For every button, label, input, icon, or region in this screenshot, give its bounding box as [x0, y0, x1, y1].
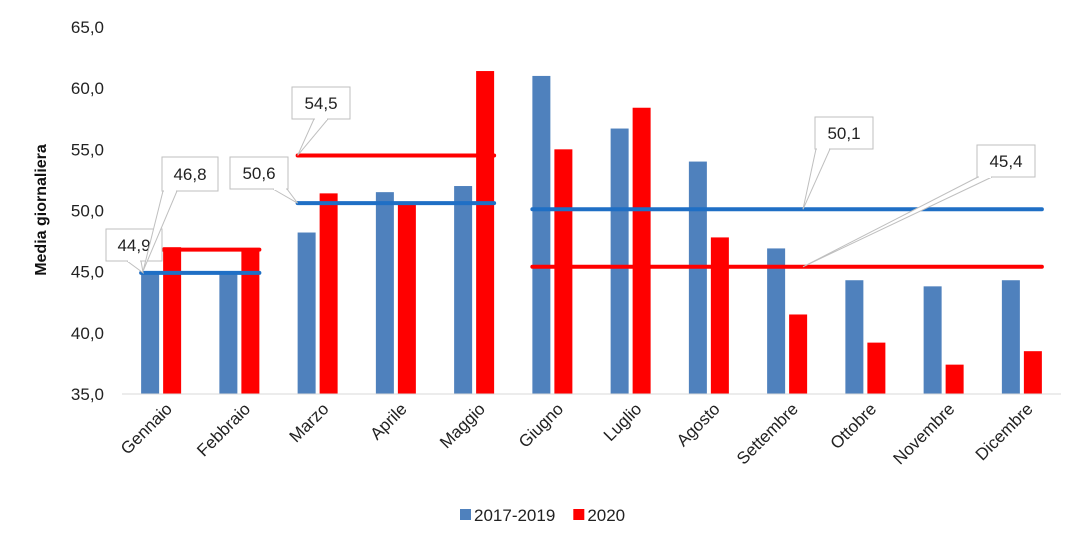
bar-2017-2019-dicembre: [1001, 280, 1020, 394]
callout-label: 54,5: [304, 94, 337, 113]
callout-label: 50,1: [827, 124, 860, 143]
y-tick-label: 35,0: [71, 385, 104, 404]
callout-pointer: [802, 148, 831, 210]
bar-2017-2019-gennaio: [141, 274, 160, 394]
callout-pointer: [297, 118, 330, 156]
legend-label-2017-2019: 2017-2019: [474, 506, 555, 525]
x-tick-label-novembre: Novembre: [890, 399, 959, 468]
bar-2017-2019-maggio: [454, 186, 473, 394]
x-tick-label-maggio: Maggio: [436, 399, 489, 452]
bar-2017-2019-novembre: [923, 286, 942, 394]
bar-2017-2019-aprile: [375, 192, 394, 394]
y-tick-label: 40,0: [71, 324, 104, 343]
callout-pointer: [125, 260, 144, 275]
y-axis-label: Media giornaliera: [33, 144, 50, 276]
bar-2020-maggio: [476, 71, 495, 394]
bar-2020-gennaio: [163, 247, 182, 394]
callout-box: [229, 156, 289, 190]
callout-2020-giugno: 45,4: [802, 144, 1036, 268]
callout-label: 46,8: [173, 165, 206, 184]
x-tick-label-gennaio: Gennaio: [117, 399, 176, 458]
bar-2017-2019-agosto: [688, 161, 707, 394]
bar-2020-marzo: [319, 193, 338, 394]
y-tick-label: 45,0: [71, 263, 104, 282]
y-tick-label: 60,0: [71, 79, 104, 98]
bar-2020-febbraio: [241, 248, 260, 394]
callout-2017-2019-marzo: 50,6: [229, 156, 299, 204]
callout-label: 50,6: [242, 164, 275, 183]
bar-2020-agosto: [710, 237, 729, 394]
legend: 2017-2019 2020: [460, 506, 625, 525]
bar-2020-giugno: [554, 149, 573, 394]
x-tick-label-giugno: Giugno: [515, 399, 567, 451]
bar-2017-2019-luglio: [610, 128, 629, 394]
bar-2017-2019-marzo: [297, 232, 316, 394]
bar-2020-settembre: [789, 314, 808, 394]
bar-2017-2019-febbraio: [219, 272, 238, 394]
x-tick-label-agosto: Agosto: [673, 399, 724, 450]
legend-label-2020: 2020: [587, 506, 625, 525]
x-tick-label-aprile: Aprile: [367, 399, 411, 443]
callout-label: 44,9: [117, 236, 150, 255]
bar-2020-dicembre: [1023, 351, 1042, 394]
callout-box: [161, 156, 219, 192]
callouts: 44,9 46,8 50,6 54,5 50,1 45,4: [105, 86, 1036, 275]
bar-2017-2019-ottobre: [845, 280, 864, 394]
bar-2020-luglio: [632, 107, 651, 395]
y-axis-ticks: 35,0 40,0 45,0 50,0 55,0 60,0 65,0: [71, 18, 104, 404]
x-tick-label-luglio: Luglio: [600, 399, 646, 445]
x-tick-label-ottobre: Ottobre: [827, 399, 881, 453]
callout-pointer: [802, 176, 993, 268]
bars: [141, 71, 1042, 395]
callout-box: [291, 86, 351, 120]
callout-pointer: [271, 188, 299, 204]
legend-item-2017-2019: 2017-2019: [460, 506, 555, 525]
y-tick-label: 55,0: [71, 140, 104, 159]
bar-2017-2019-settembre: [767, 248, 786, 394]
x-axis-ticks: Gennaio Febbraio Marzo Aprile Maggio Giugno Lu…: [117, 399, 1037, 468]
callout-2020-marzo: 54,5: [291, 86, 351, 156]
bar-2017-2019-giugno: [532, 75, 551, 394]
legend-swatch-2020: [573, 509, 585, 520]
bar-2020-ottobre: [867, 342, 886, 394]
callout-2017-2019-giugno: 50,1: [802, 116, 874, 210]
callout-2020-gennaio: 46,8: [142, 156, 219, 272]
x-tick-label-febbraio: Febbraio: [193, 399, 254, 460]
bar-2020-novembre: [945, 364, 964, 394]
callout-label: 45,4: [989, 152, 1022, 171]
y-tick-label: 65,0: [71, 18, 104, 37]
callout-box: [814, 116, 874, 150]
x-tick-label-settembre: Settembre: [733, 399, 802, 468]
x-tick-label-marzo: Marzo: [286, 399, 333, 446]
x-tick-label-dicembre: Dicembre: [972, 399, 1037, 464]
legend-item-2020: 2020: [573, 506, 625, 525]
legend-swatch-2017-2019: [460, 509, 471, 520]
callout-box: [976, 144, 1036, 178]
y-tick-label: 50,0: [71, 202, 104, 221]
bar-2020-aprile: [397, 204, 416, 394]
